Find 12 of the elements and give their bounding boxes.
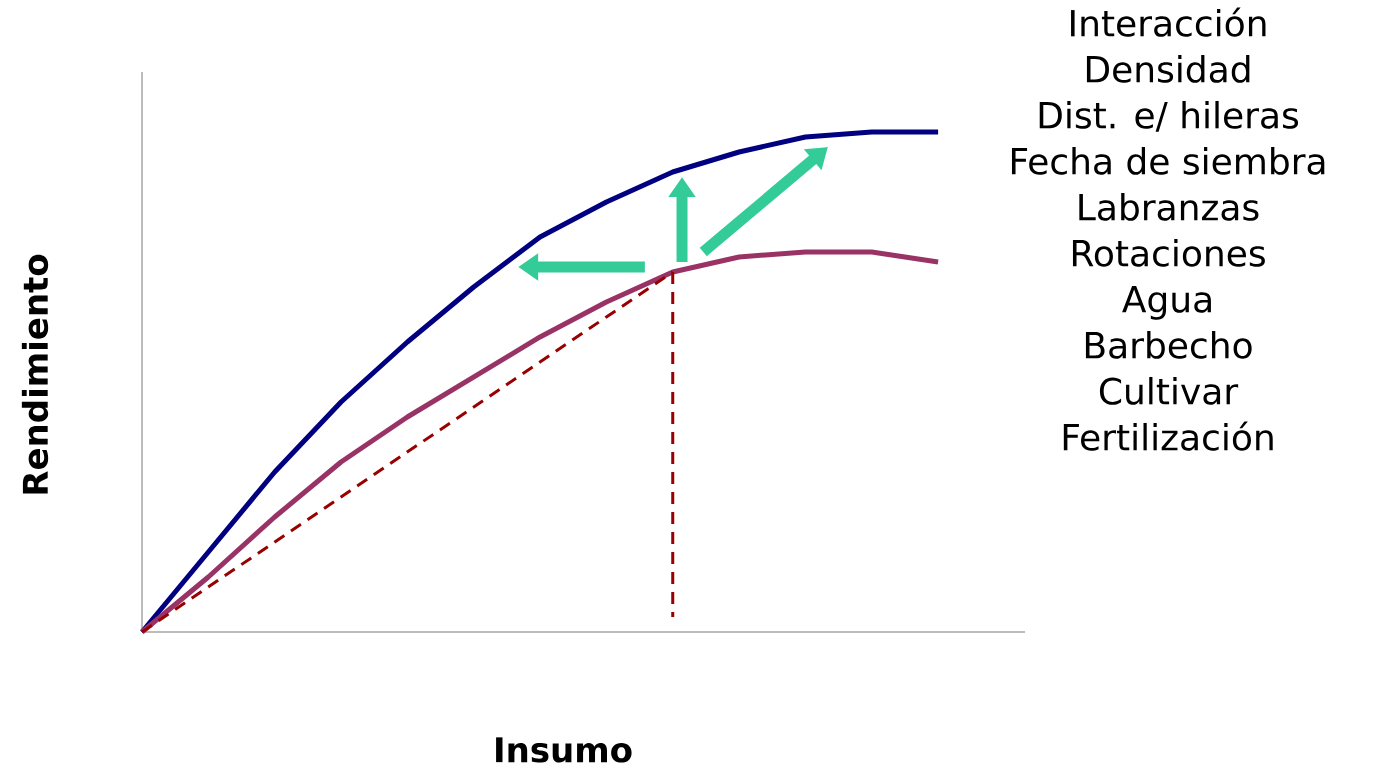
text: Dist. e/ hileras (1039, 100, 1299, 132)
x-axis-title: Insumo (496, 737, 632, 763)
text: Fertilización (1063, 421, 1273, 451)
text: Interacción (1071, 7, 1266, 37)
text: Rotaciones (1072, 238, 1265, 267)
text: Densidad (1086, 54, 1250, 83)
text: Labranzas (1079, 192, 1259, 221)
text: Agua (1122, 286, 1211, 320)
text: Barbecho (1085, 330, 1252, 359)
text: Cultivar (1099, 376, 1239, 405)
y-axis-title: Rendimiento (21, 254, 49, 494)
annotation: Fecha de siembra (1011, 146, 1325, 175)
